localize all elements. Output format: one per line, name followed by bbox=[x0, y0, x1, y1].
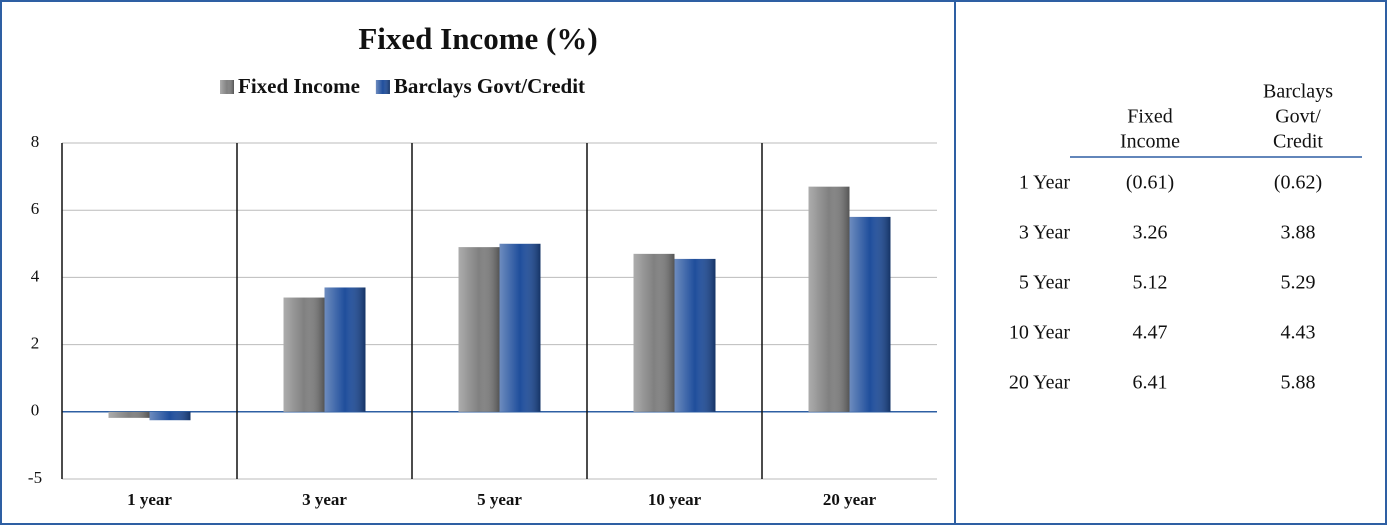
table-header: Credit bbox=[1273, 131, 1323, 153]
y-tick-label: 2 bbox=[31, 334, 40, 353]
bar-shade bbox=[108, 411, 150, 418]
table-header: Fixed bbox=[1127, 106, 1173, 128]
table-cell: 3.26 bbox=[1133, 222, 1168, 244]
bar-shade bbox=[849, 216, 891, 412]
legend-label: Fixed Income bbox=[238, 74, 360, 98]
x-tick-label: 3 year bbox=[302, 490, 347, 509]
row-label: 3 Year bbox=[1019, 222, 1070, 244]
bar-shade bbox=[458, 247, 500, 412]
table-cell: 4.47 bbox=[1133, 322, 1168, 344]
row-label: 1 Year bbox=[1019, 172, 1070, 194]
legend-swatch-shade bbox=[375, 80, 390, 94]
table-header: Barclays bbox=[1263, 81, 1333, 103]
table-header: Income bbox=[1120, 131, 1180, 153]
table-cell: (0.62) bbox=[1274, 172, 1322, 194]
table-cell: 5.29 bbox=[1281, 272, 1316, 294]
row-label: 5 Year bbox=[1019, 272, 1070, 294]
x-tick-label: 20 year bbox=[823, 490, 877, 509]
y-tick-label: 4 bbox=[31, 266, 40, 285]
y-tick-label: 0 bbox=[31, 401, 40, 420]
bar-shade bbox=[149, 411, 191, 421]
table-cell: 4.43 bbox=[1281, 322, 1316, 344]
x-tick-label: 5 year bbox=[477, 490, 522, 509]
y-tick-label: 6 bbox=[31, 199, 40, 218]
bar-shade bbox=[808, 186, 850, 412]
bar-shade bbox=[633, 253, 675, 412]
table-cell: 3.88 bbox=[1281, 222, 1316, 244]
chart-title: Fixed Income (%) bbox=[358, 21, 597, 56]
x-tick-label: 1 year bbox=[127, 490, 172, 509]
bar-shade bbox=[283, 297, 325, 412]
y-tick-label: 8 bbox=[31, 132, 40, 151]
bar-shade bbox=[324, 287, 366, 412]
legend-label: Barclays Govt/Credit bbox=[394, 74, 585, 98]
row-label: 10 Year bbox=[1009, 322, 1070, 344]
bar-shade bbox=[499, 243, 541, 412]
table-cell: 5.12 bbox=[1133, 272, 1168, 294]
bar-shade bbox=[674, 258, 716, 412]
table-cell: (0.61) bbox=[1126, 172, 1174, 194]
y-tick-label: -5 bbox=[28, 468, 42, 487]
table-header: Govt/ bbox=[1275, 106, 1321, 128]
table-cell: 6.41 bbox=[1133, 372, 1168, 394]
table-cell: 5.88 bbox=[1281, 372, 1316, 394]
row-label: 20 Year bbox=[1009, 372, 1070, 394]
legend-swatch-shade bbox=[220, 80, 234, 94]
x-tick-label: 10 year bbox=[648, 490, 702, 509]
